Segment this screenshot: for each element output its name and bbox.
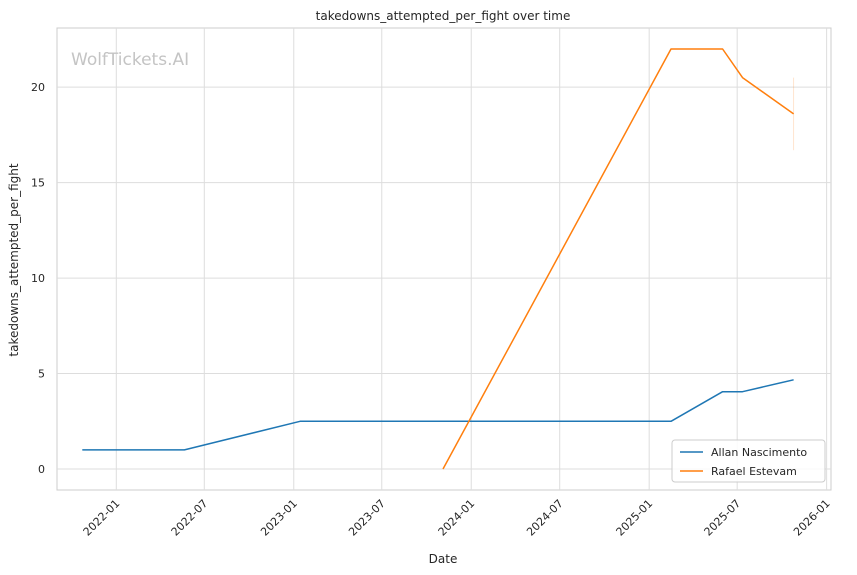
x-tick-label: 2024-01 bbox=[436, 497, 478, 539]
legend-label-allan-nascimento: Allan Nascimento bbox=[711, 446, 807, 459]
x-tick-label: 2023-07 bbox=[346, 497, 388, 539]
x-tick-label: 2024-07 bbox=[524, 497, 566, 539]
x-axis-ticks: 2022-01 2022-07 2023-01 2023-07 2024-01 2024-… bbox=[81, 497, 833, 539]
x-tick-label: 2023-01 bbox=[258, 497, 300, 539]
x-tick-label: 2025-01 bbox=[614, 497, 656, 539]
legend-box bbox=[671, 439, 826, 483]
grid bbox=[57, 28, 831, 490]
series-group bbox=[82, 48, 795, 470]
y-tick-label: 5 bbox=[38, 368, 45, 381]
x-tick-label: 2022-01 bbox=[81, 497, 123, 539]
watermark: WolfTickets.AI bbox=[71, 50, 189, 70]
x-tick-label: 2025-07 bbox=[702, 497, 744, 539]
legend-label-rafael-estevam: Rafael Estevam bbox=[711, 465, 797, 478]
legend: Allan Nascimento Rafael Estevam bbox=[671, 439, 826, 483]
x-tick-label: 2026-01 bbox=[791, 497, 833, 539]
y-axis-label: takedowns_attempted_per_fight bbox=[7, 163, 21, 356]
x-tick-label: 2022-07 bbox=[169, 497, 211, 539]
x-axis-label: Date bbox=[429, 552, 458, 566]
y-axis-ticks: 0 5 10 15 20 bbox=[31, 81, 45, 476]
plot-area bbox=[56, 27, 832, 491]
chart-title: takedowns_attempted_per_fight over time bbox=[316, 9, 571, 23]
y-tick-label: 0 bbox=[38, 463, 45, 476]
y-tick-label: 10 bbox=[31, 272, 45, 285]
y-tick-label: 15 bbox=[31, 177, 45, 190]
y-tick-label: 20 bbox=[31, 81, 45, 94]
